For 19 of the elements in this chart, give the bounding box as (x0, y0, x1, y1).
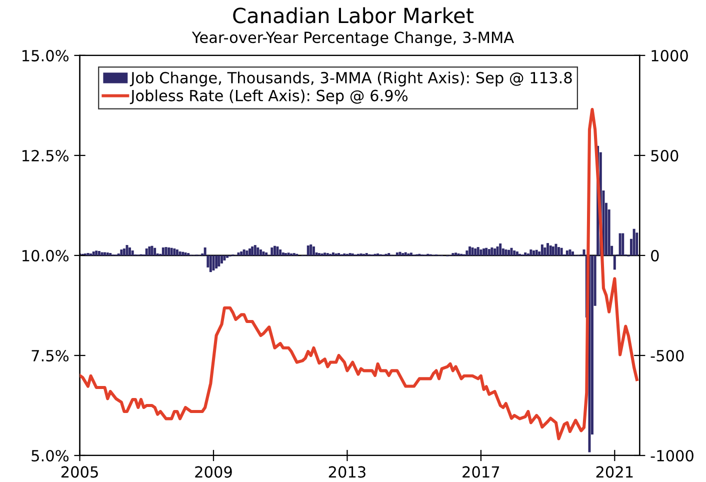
y-tick-label: 10.0% (22, 250, 69, 262)
x-tick-label: 2009 (195, 466, 232, 478)
x-tick-label: 2005 (61, 466, 98, 478)
x-tick-label: 2017 (462, 466, 500, 478)
y2-tick-label: -500 (650, 350, 684, 362)
y2-tick-label: 0 (651, 250, 659, 262)
x-tick-label: 2021 (596, 466, 633, 478)
y-tick-label: 7.5% (32, 350, 69, 362)
y2-tick-label: -1000 (650, 450, 694, 462)
legend-label: Job Change, Thousands, 3-MMA (Right Axis): Sep @ 113.8 (130, 72, 572, 86)
chart-title: Canadian Labor Market (233, 7, 474, 24)
y-tick-label: 12.5% (22, 150, 69, 162)
y2-tick-label: 1000 (652, 50, 688, 62)
y-tick-label: 15.0% (22, 50, 69, 62)
y-tick-label: 5.0% (32, 450, 69, 462)
x-tick-label: 2013 (328, 466, 366, 478)
legend-label: Jobless Rate (Left Axis): Sep @ 6.9% (130, 89, 408, 104)
chart-subtitle: Year-over-Year Percentage Change, 3-MMA (192, 31, 514, 46)
y2-tick-label: 500 (651, 150, 678, 162)
